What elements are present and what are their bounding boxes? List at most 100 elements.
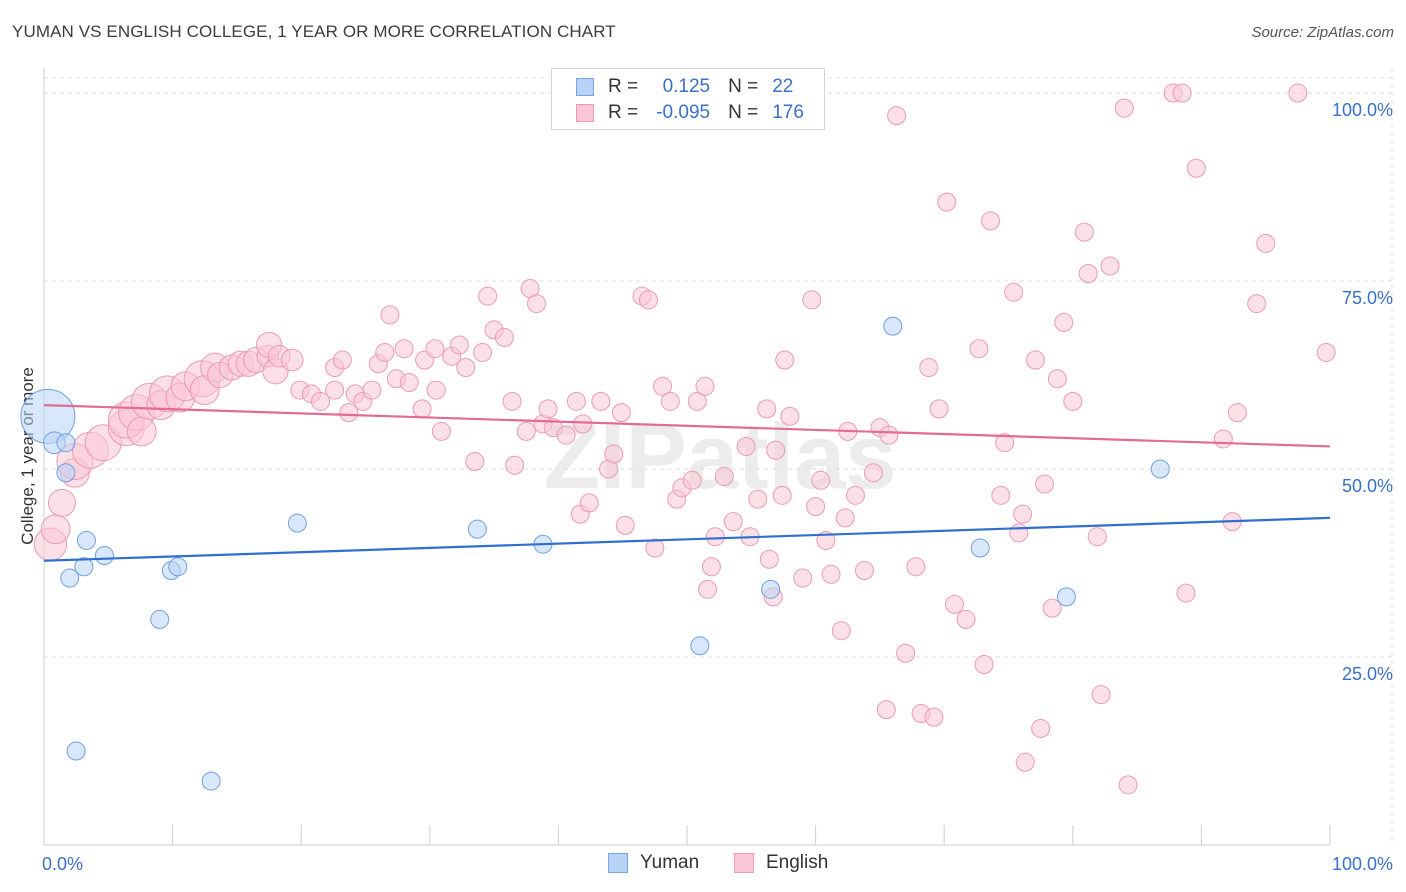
yuman-point [76, 530, 96, 550]
english-point [375, 342, 395, 362]
yuman-point [56, 463, 76, 483]
yuman-series [20, 316, 1170, 791]
yuman-point [94, 545, 114, 565]
english-point [956, 609, 976, 629]
english-point [806, 497, 826, 517]
english-point [1288, 83, 1308, 103]
english-point [339, 403, 359, 423]
english-point [705, 527, 725, 547]
english-point [766, 440, 786, 460]
english-point [1247, 294, 1267, 314]
yuman-point [883, 316, 903, 336]
english-point [494, 327, 514, 347]
english-point [929, 399, 949, 419]
english-point [1118, 775, 1138, 795]
english-point [1015, 752, 1035, 772]
english-point [835, 508, 855, 528]
english-point [380, 305, 400, 325]
english-point [831, 621, 851, 641]
english-point [573, 414, 593, 434]
english-point [854, 561, 874, 581]
english-point [687, 391, 707, 411]
english-point [802, 290, 822, 310]
english-point [48, 488, 77, 517]
legend-swatch-english [734, 853, 754, 873]
english-point [944, 594, 964, 614]
english-point [969, 339, 989, 359]
legend-label-english: English [766, 852, 829, 873]
english-point [556, 425, 576, 445]
english-point [1054, 312, 1074, 332]
y-tick-label: 100.0% [1332, 100, 1393, 120]
english-point [591, 391, 611, 411]
yuman-point [60, 568, 80, 588]
yuman-point [970, 538, 990, 558]
english-point [456, 358, 476, 378]
english-point [701, 557, 721, 577]
english-point [280, 348, 304, 372]
english-trend-line [43, 404, 1331, 448]
english-point [995, 433, 1015, 453]
english-point [974, 655, 994, 675]
english-point [887, 106, 907, 126]
english-point [399, 373, 419, 393]
english-point [653, 376, 673, 396]
english-point [1047, 369, 1067, 389]
legend-n-value-yuman: 22 [772, 76, 794, 97]
english-point [412, 399, 432, 419]
yuman-point [287, 513, 307, 533]
legend-row-yuman: R = 0.125 N = 22 [576, 75, 820, 99]
english-point [919, 358, 939, 378]
english-point [505, 455, 525, 475]
tick-labels: 25.0% 50.0% 75.0% 100.0% 0.0% 100.0% [42, 100, 1393, 874]
yuman-point [66, 741, 86, 761]
english-point [1316, 342, 1336, 362]
english-point [325, 380, 345, 400]
english-point [1172, 83, 1192, 103]
english-point [682, 470, 702, 490]
english-point [1186, 158, 1206, 178]
english-point [465, 452, 485, 471]
english-point [991, 485, 1011, 505]
english-point [126, 416, 157, 447]
english-point [723, 512, 743, 532]
english-point [1026, 350, 1046, 370]
english-point [431, 421, 451, 441]
yuman-trend-line [43, 516, 1331, 562]
chart-title: YUMAN VS ENGLISH COLLEGE, 1 YEAR OR MORE… [12, 22, 616, 41]
x-tick-label: 0.0% [42, 854, 83, 874]
english-point [1063, 391, 1083, 411]
english-point [772, 485, 792, 505]
english-point [896, 643, 916, 663]
english-point [1035, 474, 1055, 494]
english-point [698, 579, 718, 599]
legend-item-english[interactable]: English [734, 852, 828, 874]
english-point [937, 192, 957, 212]
english-point [1213, 429, 1233, 449]
english-point [980, 211, 1000, 231]
yuman-point [74, 557, 94, 577]
english-point [748, 489, 768, 509]
english-point [1074, 222, 1094, 242]
english-point [736, 436, 756, 456]
english-point [775, 350, 795, 370]
legend-swatch-english [576, 104, 594, 122]
legend-item-yuman[interactable]: Yuman [608, 852, 699, 874]
english-point [1013, 504, 1033, 524]
x-tick-label: 100.0% [1332, 854, 1393, 874]
yuman-point [150, 609, 170, 629]
english-point [566, 391, 586, 411]
english-point [863, 463, 883, 483]
legend-swatch-yuman [608, 853, 628, 873]
english-point [611, 403, 631, 423]
legend-row-english: R = -0.095 N = 176 [576, 101, 820, 125]
english-point [924, 707, 944, 727]
legend-swatch-yuman [576, 78, 594, 96]
english-series [33, 83, 1336, 795]
yuman-point [467, 519, 487, 539]
english-point [645, 538, 665, 558]
english-point [615, 515, 635, 535]
english-point [516, 421, 536, 441]
english-point [1078, 264, 1098, 284]
